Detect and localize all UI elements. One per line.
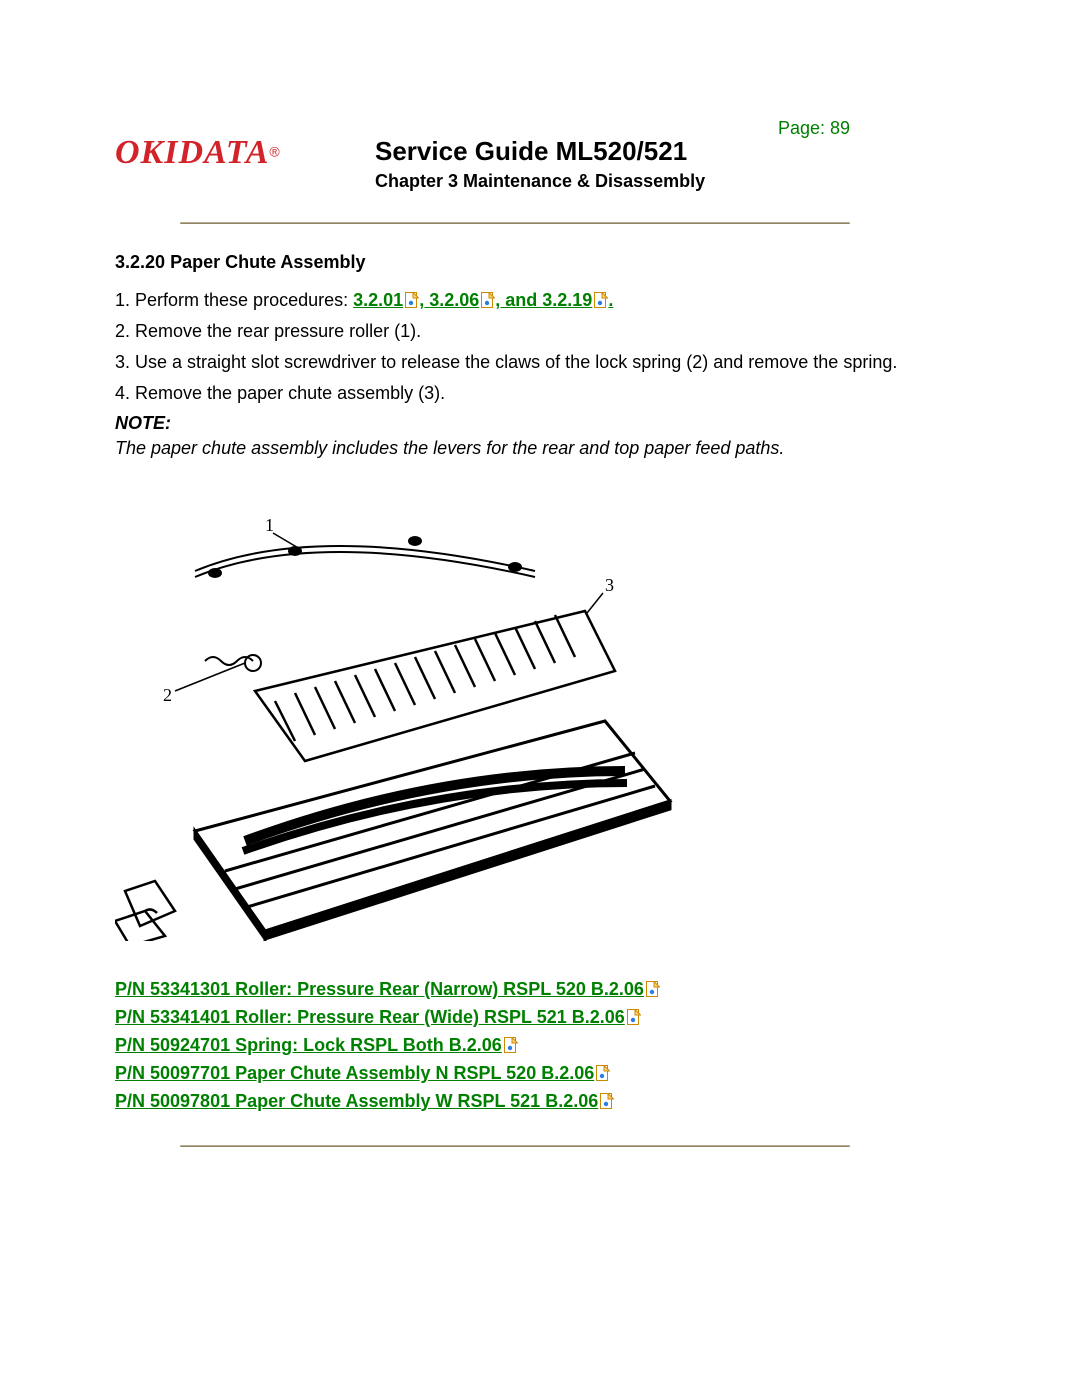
page-root: Page: 89 OKIDATA® Service Guide ML520/52…	[0, 0, 1080, 1397]
note-label: NOTE:	[115, 413, 965, 434]
document-icon	[646, 981, 660, 997]
document-icon	[594, 292, 608, 308]
document-icon	[405, 292, 419, 308]
divider	[180, 222, 850, 224]
step-4: 4. Remove the paper chute assembly (3).	[115, 380, 965, 407]
list-item: P/N 50097701 Paper Chute Assembly N RSPL…	[115, 1060, 965, 1088]
sep: .	[608, 290, 613, 310]
doc-title: Service Guide ML520/521	[375, 136, 705, 167]
list-item: P/N 50924701 Spring: Lock RSPL Both B.2.…	[115, 1032, 965, 1060]
part-link[interactable]: P/N 50924701 Spring: Lock RSPL Both B.2.…	[115, 1035, 502, 1055]
link-3-2-01[interactable]: 3.2.01	[353, 290, 403, 310]
title-block: Service Guide ML520/521 Chapter 3 Mainte…	[375, 116, 705, 192]
step-3: 3. Use a straight slot screwdriver to re…	[115, 349, 965, 376]
exploded-diagram: 1 2 3	[115, 491, 675, 941]
brand-logo-reg: ®	[269, 144, 279, 160]
sep: , and	[495, 290, 542, 310]
step-1: 1. Perform these procedures: 3.2.01, 3.2…	[115, 287, 965, 314]
link-3-2-19[interactable]: 3.2.19	[542, 290, 592, 310]
section-number: 3.2.20	[115, 252, 165, 272]
part-link[interactable]: P/N 50097801 Paper Chute Assembly W RSPL…	[115, 1091, 598, 1111]
step-2: 2. Remove the rear pressure roller (1).	[115, 318, 965, 345]
callout-2: 2	[163, 685, 172, 705]
list-item: P/N 53341301 Roller: Pressure Rear (Narr…	[115, 976, 965, 1004]
list-item: P/N 53341401 Roller: Pressure Rear (Wide…	[115, 1004, 965, 1032]
document-icon	[481, 292, 495, 308]
step-1-lead: 1. Perform these procedures:	[115, 290, 348, 310]
procedure-steps: 1. Perform these procedures: 3.2.01, 3.2…	[115, 287, 965, 407]
divider	[180, 1145, 850, 1147]
list-item: P/N 50097801 Paper Chute Assembly W RSPL…	[115, 1088, 965, 1116]
part-link[interactable]: P/N 50097701 Paper Chute Assembly N RSPL…	[115, 1063, 594, 1083]
callout-1: 1	[265, 515, 274, 535]
page-number: Page: 89	[778, 118, 850, 139]
section-name: Paper Chute Assembly	[170, 252, 365, 272]
part-link[interactable]: P/N 53341301 Roller: Pressure Rear (Narr…	[115, 979, 644, 999]
parts-list: P/N 53341301 Roller: Pressure Rear (Narr…	[115, 976, 965, 1115]
chapter-title: Chapter 3 Maintenance & Disassembly	[375, 171, 705, 192]
brand-logo-text: OKIDATA	[115, 134, 269, 171]
callout-3: 3	[605, 575, 614, 595]
brand-logo: OKIDATA®	[115, 134, 315, 172]
section-heading: 3.2.20 Paper Chute Assembly	[115, 252, 965, 273]
part-link[interactable]: P/N 53341401 Roller: Pressure Rear (Wide…	[115, 1007, 625, 1027]
document-icon	[627, 1009, 641, 1025]
sep: ,	[419, 290, 429, 310]
document-icon	[600, 1093, 614, 1109]
document-icon	[504, 1037, 518, 1053]
document-icon	[596, 1065, 610, 1081]
link-3-2-06[interactable]: 3.2.06	[429, 290, 479, 310]
note-text: The paper chute assembly includes the le…	[115, 438, 965, 459]
